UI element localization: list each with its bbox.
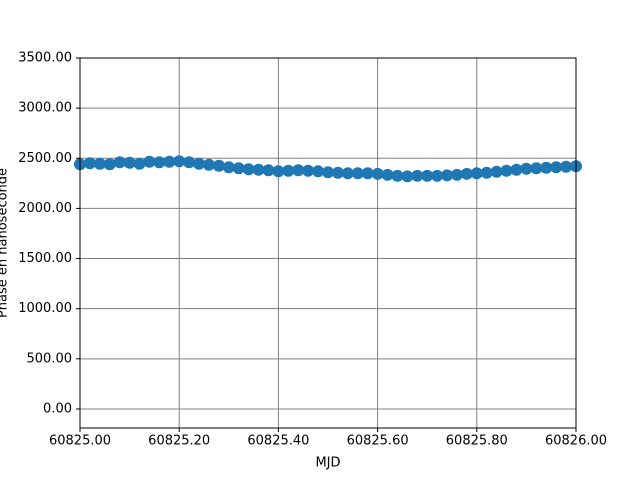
- point: [530, 162, 543, 175]
- point: [252, 163, 265, 176]
- point: [361, 167, 374, 180]
- point: [500, 164, 513, 177]
- point: [173, 155, 186, 168]
- point: [560, 160, 573, 173]
- x-tick-label: 60825.20: [148, 434, 210, 449]
- point: [322, 166, 334, 179]
- y-tick-label: 500.00: [27, 351, 73, 366]
- plot-frame: [79, 57, 577, 429]
- point: [193, 157, 206, 170]
- point: [123, 156, 136, 169]
- y-tick-label: 1500.00: [18, 251, 72, 266]
- y-axis-label: Phase en nanoseconde: [0, 168, 11, 318]
- point: [282, 164, 295, 177]
- point: [302, 164, 315, 177]
- x-tick-label: 60825.60: [347, 434, 409, 449]
- point: [510, 163, 523, 176]
- y-tick-label: 1000.00: [18, 301, 72, 316]
- point: [411, 169, 424, 182]
- point: [421, 169, 434, 182]
- x-axis-label: MJD: [315, 456, 340, 471]
- point: [441, 169, 454, 182]
- point: [163, 155, 176, 168]
- point: [133, 157, 146, 170]
- ticks: 60825.00 60825.20 60825.40 60825.60 60825.80…: [18, 51, 607, 449]
- point: [550, 161, 563, 174]
- point: [212, 159, 225, 172]
- point: [83, 157, 96, 170]
- x-tick-label: 60825.40: [247, 434, 309, 449]
- point: [232, 162, 245, 175]
- x-tick-label: 60825.80: [446, 434, 508, 449]
- y-tick-label: 3500.00: [18, 51, 72, 66]
- point: [480, 166, 493, 179]
- point: [331, 166, 344, 179]
- point: [222, 161, 235, 174]
- y-tick-label: 2500.00: [18, 151, 72, 166]
- point: [272, 165, 285, 178]
- point: [460, 167, 473, 180]
- point: [113, 156, 126, 169]
- point: [401, 170, 414, 183]
- point: [242, 163, 255, 176]
- point: [351, 167, 364, 180]
- point: [93, 157, 106, 170]
- point: [103, 158, 116, 171]
- point: [202, 158, 215, 171]
- point: [490, 165, 503, 178]
- point: [262, 164, 275, 177]
- grid: [79, 57, 577, 428]
- y-tick-label: 2000.00: [18, 201, 72, 216]
- y-tick-label: 3000.00: [18, 101, 72, 116]
- x-tick-label: 60825.00: [49, 434, 111, 449]
- point: [312, 165, 325, 178]
- x-tick-label: 60826.00: [545, 434, 607, 449]
- point: [450, 168, 463, 181]
- point: [143, 155, 156, 168]
- point: [520, 162, 533, 175]
- point: [153, 156, 166, 169]
- point: [431, 169, 444, 182]
- point: [183, 156, 196, 169]
- y-tick-label: 0.00: [43, 401, 72, 416]
- point: [470, 167, 483, 180]
- point: [371, 167, 384, 180]
- point: [540, 161, 553, 174]
- point: [341, 167, 354, 180]
- points: [74, 155, 582, 183]
- point: [292, 164, 305, 177]
- point: [381, 168, 394, 181]
- point: [391, 169, 404, 182]
